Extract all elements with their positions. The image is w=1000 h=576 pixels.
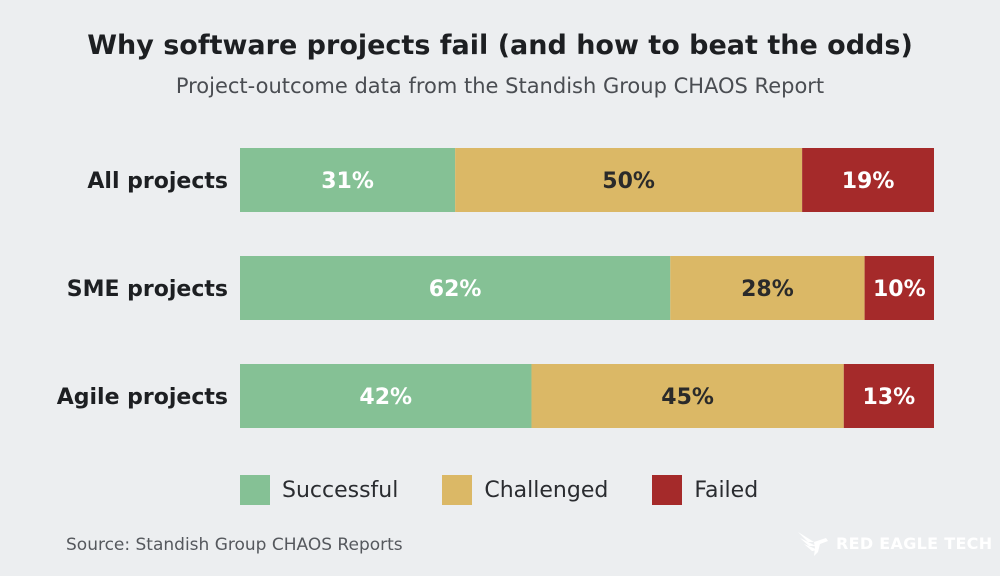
category-label-all-projects: All projects (87, 169, 228, 194)
legend-label-failed: Failed (694, 477, 759, 503)
data-label-agile-projects-successful: 42% (359, 385, 412, 410)
legend-swatch-challenged (442, 475, 473, 505)
category-label-agile-projects: Agile projects (57, 385, 228, 410)
bar-segment-agile-projects-successful (240, 364, 532, 428)
data-label-all-projects-successful: 31% (321, 169, 374, 194)
data-label-all-projects-failed: 19% (842, 169, 895, 194)
data-label-all-projects-challenged: 50% (602, 169, 655, 194)
bar-segment-all-projects-successful (240, 148, 456, 212)
stacked-bar-chart: All projects 31% 50% 19% SME projects 62% 28% 1… (57, 148, 934, 428)
chart-subtitle: Project-outcome data from the Standish G… (175, 74, 825, 98)
logo-text: RED EAGLE TECH (836, 533, 993, 553)
bar-segment-all-projects-challenged (455, 148, 803, 212)
bar-segment-agile-projects-challenged (531, 364, 844, 428)
legend-label-challenged: Challenged (484, 477, 609, 503)
bar-segment-all-projects-failed (802, 148, 934, 212)
legend-label-successful: Successful (282, 477, 399, 503)
data-label-agile-projects-failed: 13% (863, 385, 916, 410)
bar-segment-sme-projects-successful (240, 256, 671, 320)
source-note: Source: Standish Group CHAOS Reports (66, 535, 403, 555)
legend-swatch-successful (240, 475, 270, 505)
data-label-sme-projects-challenged: 28% (741, 277, 794, 302)
bar-segment-sme-projects-failed (864, 256, 934, 320)
legend-item-successful: Successful (240, 475, 398, 505)
brand-logo: RED EAGLE TECH (796, 528, 992, 558)
data-label-sme-projects-failed: 10% (873, 277, 926, 302)
bar-segment-sme-projects-challenged (670, 256, 865, 320)
data-label-sme-projects-successful: 62% (429, 277, 482, 302)
bar-segment-agile-projects-failed (843, 364, 934, 428)
legend-swatch-failed (652, 475, 683, 505)
eagle-icon (798, 532, 828, 556)
legend: Successful Challenged Failed (240, 474, 802, 506)
chart-title: Why software projects fail (and how to b… (87, 30, 913, 61)
data-label-agile-projects-challenged: 45% (661, 385, 714, 410)
legend-item-challenged: Challenged (442, 475, 608, 505)
legend-item-failed: Failed (652, 475, 758, 505)
category-label-sme-projects: SME projects (67, 277, 228, 302)
